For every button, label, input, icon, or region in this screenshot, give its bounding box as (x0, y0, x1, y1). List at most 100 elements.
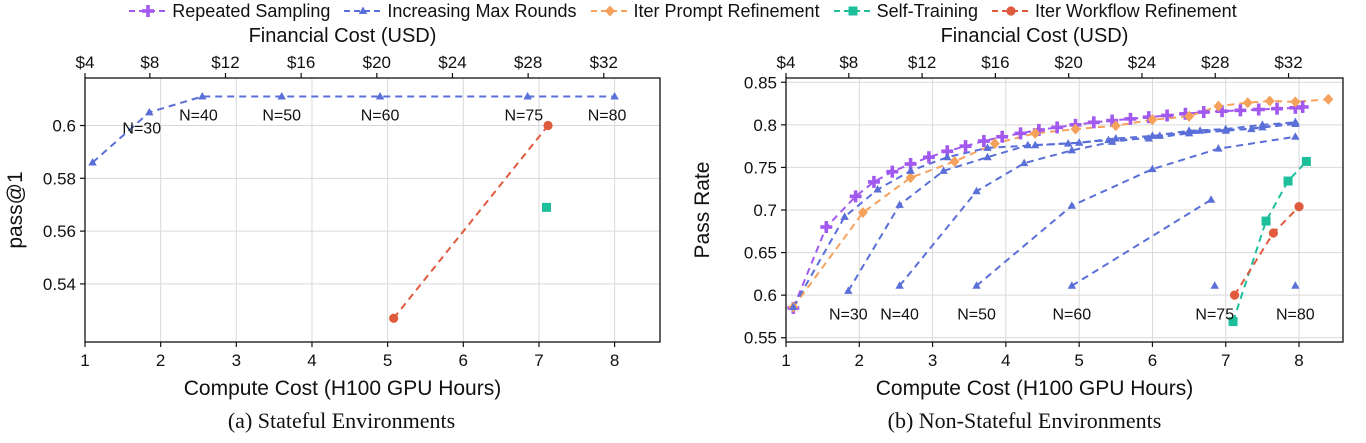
data-point (1294, 201, 1304, 212)
data-point (1107, 137, 1117, 145)
data-point (943, 152, 952, 161)
data-point (1228, 317, 1238, 327)
data-point (1124, 112, 1137, 125)
data-point (904, 158, 917, 171)
data-point (922, 151, 935, 164)
x-tick-label: 7 (534, 351, 543, 370)
data-point (983, 143, 992, 151)
data-point (873, 185, 882, 193)
data-point (1258, 122, 1267, 131)
legend-item: Increasing Max Rounds (344, 1, 577, 22)
x2-tick-label: $24 (438, 53, 466, 72)
data-point (1229, 290, 1240, 300)
annotation-label: N=30 (829, 307, 868, 324)
data-point (1261, 216, 1271, 226)
x-tick-label: 6 (1148, 351, 1157, 370)
data-point (1179, 107, 1192, 120)
x2-tick-label: $20 (1054, 53, 1082, 72)
data-point (939, 166, 948, 174)
x2-tick-label: $8 (140, 53, 159, 72)
x2-tick-label: $16 (981, 53, 1009, 72)
data-point (1144, 133, 1153, 142)
series-line (392, 124, 549, 319)
data-point (375, 91, 385, 100)
data-point (1195, 126, 1205, 134)
data-point (543, 120, 553, 131)
data-point (949, 155, 960, 167)
data-point (996, 130, 1009, 143)
annotation-label: N=50 (957, 307, 996, 324)
data-point (1030, 127, 1041, 139)
data-point (277, 91, 286, 100)
data-point (1142, 111, 1155, 124)
x2-tick-label: $28 (1201, 53, 1229, 72)
annotation-label: N=50 (262, 107, 301, 124)
legend-label: Self-Training (876, 0, 978, 21)
annotation-label: N=60 (1052, 307, 1091, 324)
data-point (1290, 96, 1301, 108)
data-point (523, 91, 532, 100)
x2-tick-label: $4 (76, 53, 95, 72)
data-point (1242, 97, 1253, 109)
data-point (895, 200, 904, 208)
data-point (1210, 281, 1219, 289)
legend-label: Iter Prompt Refinement (633, 0, 820, 21)
x-tick-label: 7 (1221, 351, 1230, 370)
annotation-label: N=40 (179, 107, 218, 124)
x-tick-label: 2 (855, 351, 864, 370)
data-point (1291, 132, 1300, 140)
chart-stateful: 1 2 3 4 5 6 7 8 0.54 0.56 0.58 0.6 $4 $8 $12 $16 $20 $24 $… (4, 25, 661, 400)
data-point (1301, 156, 1311, 166)
data-point (1063, 139, 1073, 147)
data-point (959, 140, 972, 153)
x2-tick-label: $32 (590, 53, 618, 72)
data-point (1110, 120, 1121, 132)
data-point (1221, 126, 1230, 134)
x-tick-label: 8 (610, 351, 619, 370)
data-point (542, 202, 552, 212)
data-point (1087, 116, 1100, 129)
legend-item: Iter Workflow Refinement (991, 0, 1237, 22)
data-point (1051, 121, 1064, 134)
x-tick-label: 4 (1001, 351, 1010, 370)
data-point (1019, 158, 1029, 167)
data-point (1148, 164, 1157, 173)
data-point (977, 135, 990, 148)
x-tick-label: 3 (232, 351, 241, 370)
data-point (1155, 131, 1164, 139)
data-point (906, 166, 915, 174)
data-point (905, 172, 916, 184)
legend-swatch (991, 6, 1030, 16)
x2-axis-label: Financial Cost (USD) (941, 25, 1129, 47)
data-point (1291, 117, 1300, 126)
legend-swatch (833, 6, 872, 16)
data-point (1032, 123, 1045, 136)
legend-label: Iter Workflow Refinement (1034, 0, 1237, 21)
series-line (898, 121, 1296, 287)
data-point (610, 91, 619, 100)
data-point (895, 281, 904, 289)
data-point (867, 175, 880, 188)
data-point (1030, 140, 1040, 149)
data-point (983, 152, 992, 161)
data-point (1214, 144, 1223, 152)
data-point (1023, 140, 1033, 149)
data-point (1234, 104, 1247, 117)
x-tick-label: 4 (307, 351, 316, 370)
x-axis-label: Compute Cost (H100 GPU Hours) (876, 377, 1193, 400)
data-point (1197, 106, 1210, 119)
data-point (1111, 133, 1121, 142)
data-point (1283, 176, 1293, 186)
data-point (1289, 101, 1302, 114)
data-point (789, 302, 798, 311)
data-point (844, 286, 853, 294)
data-point (1074, 138, 1084, 146)
x2-tick-label: $12 (908, 53, 936, 72)
annotation-label: N=80 (588, 107, 627, 124)
data-point (1184, 128, 1194, 137)
data-point (1206, 195, 1216, 203)
x2-tick-label: $32 (1274, 53, 1302, 72)
x-tick-label: 1 (781, 351, 790, 370)
x-tick-label: 5 (1074, 351, 1083, 370)
legend-swatch (129, 5, 168, 17)
